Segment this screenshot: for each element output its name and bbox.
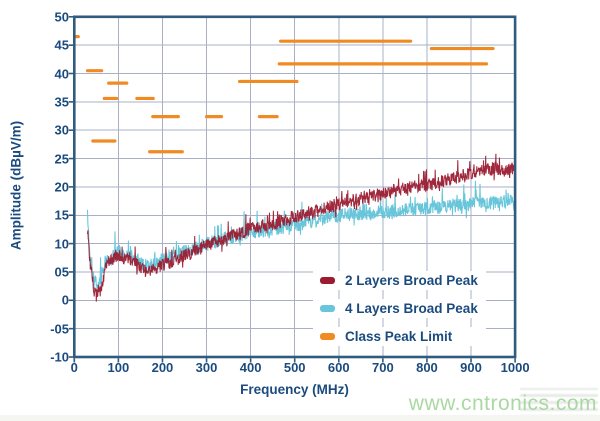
series-2-layers-path — [86, 153, 516, 302]
x-tick-label: 700 — [372, 360, 394, 375]
x-tick-label: 500 — [283, 360, 306, 375]
x-tick-label: 200 — [151, 360, 174, 375]
y-tick-label: 30 — [54, 122, 69, 138]
legend-label-class-peak-limit: Class Peak Limit — [345, 329, 453, 344]
y-tick-label: 20 — [54, 179, 69, 195]
x-axis-tick-labels: 0 100 200 300 400 500 600 700 800 900 1000 — [0, 361, 600, 377]
plot-frame — [73, 15, 517, 359]
legend-item-4-layers: 4 Layers Broad Peak — [313, 299, 486, 318]
y-tick-label: -05 — [50, 321, 69, 337]
x-tick-label: 0 — [70, 360, 78, 375]
y-tick-label: 35 — [54, 94, 69, 110]
y-tick-label: -10 — [50, 349, 69, 365]
x-tick-label: 800 — [416, 360, 438, 375]
y-axis-title: Amplitude (dBµV/m) — [8, 120, 24, 251]
x-tick-label: 100 — [107, 360, 130, 375]
x-tick-label: 400 — [239, 360, 262, 375]
legend-label-4-layers: 4 Layers Broad Peak — [345, 301, 478, 316]
y-tick-label: 10 — [54, 236, 69, 252]
bottom-strip — [0, 415, 600, 421]
y-tick-label: 0 — [61, 292, 69, 308]
x-tick-label: 600 — [327, 360, 350, 375]
legend-swatch-class-peak-limit — [320, 333, 335, 340]
series-4-layers-path — [86, 180, 516, 291]
x-tick-label: 1000 — [500, 360, 530, 375]
x-tick-label: 300 — [195, 360, 218, 375]
legend-item-2-layers: 2 Layers Broad Peak — [313, 271, 486, 290]
legend-swatch-4-layers — [320, 305, 335, 312]
legend: 2 Layers Broad Peak 4 Layers Broad Peak … — [313, 271, 486, 346]
y-tick-label: 50 — [54, 9, 69, 25]
legend-swatch-2-layers — [320, 277, 335, 284]
x-axis-title: Frequency (MHz) — [240, 382, 349, 397]
y-tick-label: 40 — [54, 66, 69, 81]
legend-label-2-layers: 2 Layers Broad Peak — [345, 273, 478, 288]
y-tick-label: 15 — [54, 207, 69, 223]
y-tick-label: 45 — [54, 37, 69, 53]
x-tick-label: 900 — [460, 360, 482, 375]
y-axis-tick-labels: 50 45 40 35 30 25 20 15 10 05 0 -05 -10 — [0, 0, 69, 421]
watermark-text: www.cntronics.com — [408, 392, 597, 415]
legend-item-class-peak-limit: Class Peak Limit — [313, 327, 486, 346]
y-tick-label: 05 — [54, 264, 69, 280]
faint-stamp-overlay — [520, 388, 598, 418]
y-tick-label: 25 — [54, 151, 69, 167]
